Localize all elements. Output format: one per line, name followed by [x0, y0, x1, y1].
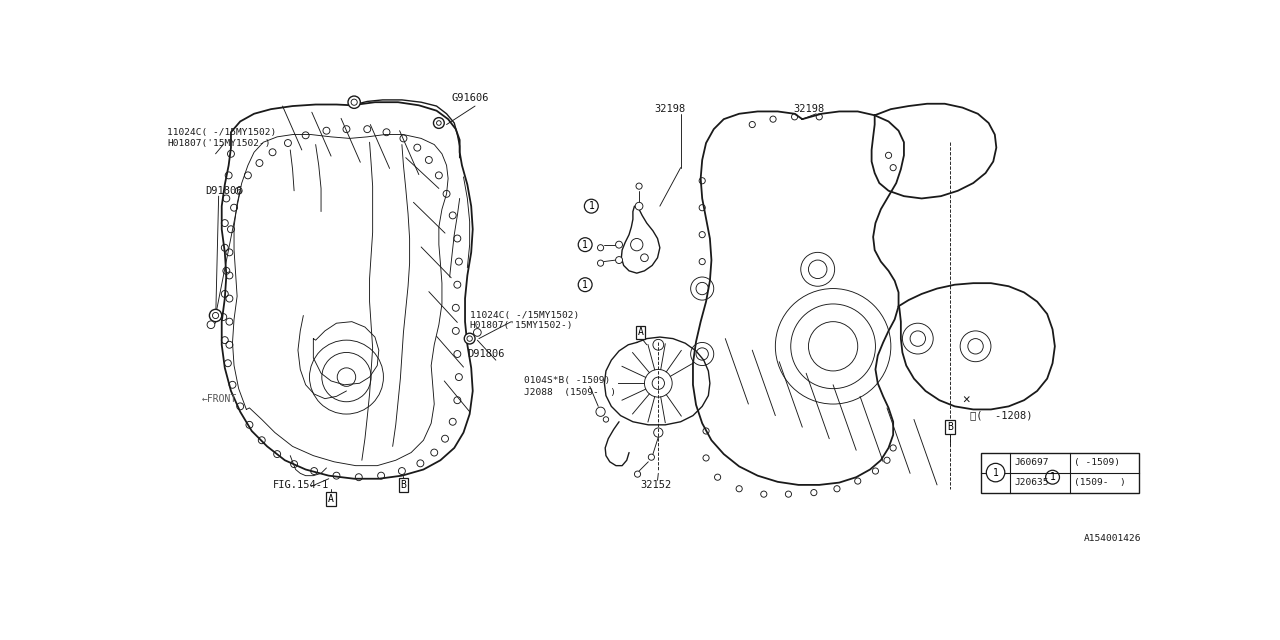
Text: A154001426: A154001426 [1084, 534, 1140, 543]
Text: 1: 1 [589, 201, 594, 211]
Text: 1: 1 [992, 468, 998, 477]
Text: 32198: 32198 [654, 104, 686, 114]
Circle shape [648, 454, 654, 460]
Circle shape [585, 199, 598, 213]
Circle shape [635, 202, 643, 210]
Text: ←FRONT: ←FRONT [202, 394, 237, 404]
Text: J2088  (1509-  ): J2088 (1509- ) [524, 388, 616, 397]
Text: 11024C( -/15MY1502): 11024C( -/15MY1502) [168, 128, 276, 137]
Circle shape [579, 278, 593, 292]
Circle shape [616, 257, 622, 264]
Text: 11024C( -/15MY1502): 11024C( -/15MY1502) [470, 311, 579, 320]
Circle shape [434, 118, 444, 129]
Circle shape [1046, 470, 1060, 484]
Circle shape [348, 96, 361, 108]
Circle shape [1021, 474, 1027, 480]
Circle shape [596, 407, 605, 417]
Text: ( -1509): ( -1509) [1074, 458, 1120, 467]
Circle shape [631, 239, 643, 251]
Text: 1: 1 [582, 239, 588, 250]
Circle shape [207, 321, 215, 328]
Bar [980, 452, 1139, 493]
Circle shape [598, 260, 604, 266]
Text: 32152: 32152 [640, 480, 672, 490]
Text: ✕: ✕ [963, 394, 970, 406]
Circle shape [474, 328, 481, 336]
Circle shape [995, 474, 1002, 481]
Circle shape [579, 237, 593, 252]
Text: A: A [328, 494, 334, 504]
Text: B: B [947, 422, 954, 432]
Text: J60697: J60697 [1014, 458, 1048, 467]
Text: 32198: 32198 [794, 104, 824, 114]
Text: J20635: J20635 [1014, 478, 1048, 487]
Text: D91806: D91806 [467, 349, 504, 359]
Text: A: A [637, 328, 644, 337]
Text: FIG.154-1: FIG.154-1 [273, 480, 329, 490]
Text: ※(  -1208): ※( -1208) [970, 411, 1033, 420]
Circle shape [465, 333, 475, 344]
Text: D91806: D91806 [206, 186, 243, 196]
Text: G91606: G91606 [452, 93, 489, 103]
Circle shape [616, 241, 622, 248]
Circle shape [603, 417, 609, 422]
Circle shape [635, 471, 640, 477]
Text: 1: 1 [1050, 472, 1056, 482]
Circle shape [210, 309, 221, 322]
Circle shape [987, 463, 1005, 482]
Text: 1: 1 [582, 280, 588, 290]
Circle shape [598, 244, 604, 251]
Circle shape [636, 183, 643, 189]
Text: B: B [401, 480, 406, 490]
Text: H01807('15MY1502-): H01807('15MY1502-) [470, 321, 573, 330]
Text: (1509-  ): (1509- ) [1074, 478, 1126, 487]
Text: 0104S*B( -1509): 0104S*B( -1509) [524, 376, 609, 385]
Text: H01807('15MY1502-): H01807('15MY1502-) [168, 138, 270, 147]
